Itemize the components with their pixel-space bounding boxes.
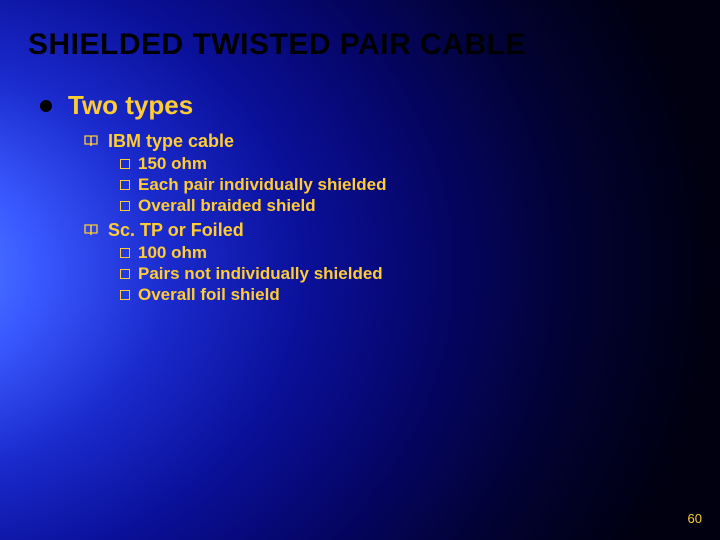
slide: SHIELDED TWISTED PAIR CABLE Two types IB… — [0, 0, 720, 540]
book-bullet-icon — [84, 223, 98, 241]
page-number: 60 — [688, 511, 702, 526]
book-bullet-icon — [84, 134, 98, 152]
list-item: Overall braided shield — [120, 196, 720, 216]
list-item: IBM type cable — [84, 131, 720, 152]
list-item: Sc. TP or Foiled — [84, 220, 720, 241]
square-bullet-icon — [120, 290, 130, 300]
group-label: Sc. TP or Foiled — [108, 220, 244, 241]
square-bullet-icon — [120, 248, 130, 258]
list-item: 100 ohm — [120, 243, 720, 263]
group-label: IBM type cable — [108, 131, 234, 152]
item-text: 150 ohm — [138, 154, 207, 174]
square-bullet-icon — [120, 159, 130, 169]
square-bullet-icon — [120, 269, 130, 279]
list-item: Pairs not individually shielded — [120, 264, 720, 284]
item-text: Pairs not individually shielded — [138, 264, 383, 284]
list-item: Each pair individually shielded — [120, 175, 720, 195]
item-text: Overall braided shield — [138, 196, 316, 216]
heading-row: Two types — [40, 90, 720, 121]
list-item: Overall foil shield — [120, 285, 720, 305]
slide-title: SHIELDED TWISTED PAIR CABLE — [28, 28, 720, 62]
item-text: 100 ohm — [138, 243, 207, 263]
item-text: Each pair individually shielded — [138, 175, 386, 195]
square-bullet-icon — [120, 201, 130, 211]
disc-bullet-icon — [40, 100, 52, 112]
square-bullet-icon — [120, 180, 130, 190]
heading-text: Two types — [68, 90, 193, 121]
item-text: Overall foil shield — [138, 285, 280, 305]
list-item: 150 ohm — [120, 154, 720, 174]
